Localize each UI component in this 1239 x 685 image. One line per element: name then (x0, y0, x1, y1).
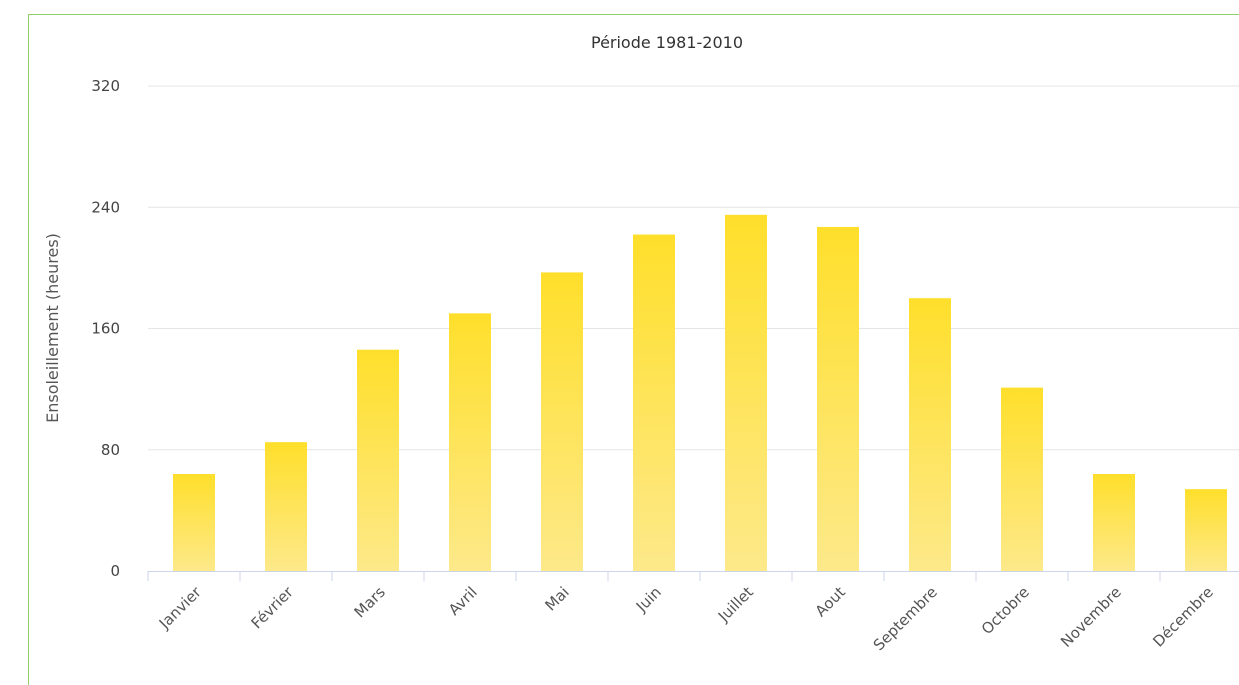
bars (173, 214, 1227, 571)
bar-janvier[interactable] (173, 474, 215, 571)
y-tick-label: 80 (101, 441, 120, 459)
x-tick-label: Mai (541, 583, 572, 614)
bar-mars[interactable] (357, 349, 399, 571)
x-tick-label: Février (248, 583, 298, 633)
bar-octobre[interactable] (1001, 387, 1043, 571)
bar-aout[interactable] (817, 226, 859, 571)
x-tick-label: Janvier (155, 583, 205, 633)
x-tick-label: Avril (445, 583, 481, 619)
x-axis-ticks: Janvier Février Mars Avril Mai Juin Juillet Aou… (155, 583, 1217, 655)
y-axis-ticks: 0 80 160 240 320 (91, 77, 120, 580)
x-tick-label: Aout (812, 583, 849, 620)
y-axis-label: Ensoleillement (heures) (43, 233, 62, 423)
bar-septembre[interactable] (909, 298, 951, 571)
y-tick-label: 0 (110, 562, 120, 580)
bar-novembre[interactable] (1093, 474, 1135, 571)
gridlines (148, 85, 1239, 451)
x-tick-label: Octobre (978, 583, 1033, 638)
chart-title: Période 1981-2010 (591, 33, 743, 52)
x-tick-label: Juin (632, 583, 665, 616)
bar-avril[interactable] (449, 313, 491, 571)
bar-décembre[interactable] (1185, 489, 1227, 571)
bar-mai[interactable] (541, 272, 583, 571)
x-tick-label: Mars (351, 583, 389, 621)
y-tick-label: 240 (91, 198, 120, 216)
bar-juillet[interactable] (725, 214, 767, 571)
bar-juin[interactable] (633, 234, 675, 571)
x-tick-label: Novembre (1057, 583, 1125, 651)
chart-frame (28, 14, 1239, 685)
x-tick-label: Juillet (714, 583, 757, 626)
y-tick-label: 320 (91, 77, 120, 95)
x-tick-label: Septembre (870, 583, 941, 654)
x-tick-label: Décembre (1149, 583, 1217, 651)
y-tick-label: 160 (91, 320, 120, 338)
bar-février[interactable] (265, 442, 307, 571)
x-axis (147, 571, 1239, 581)
